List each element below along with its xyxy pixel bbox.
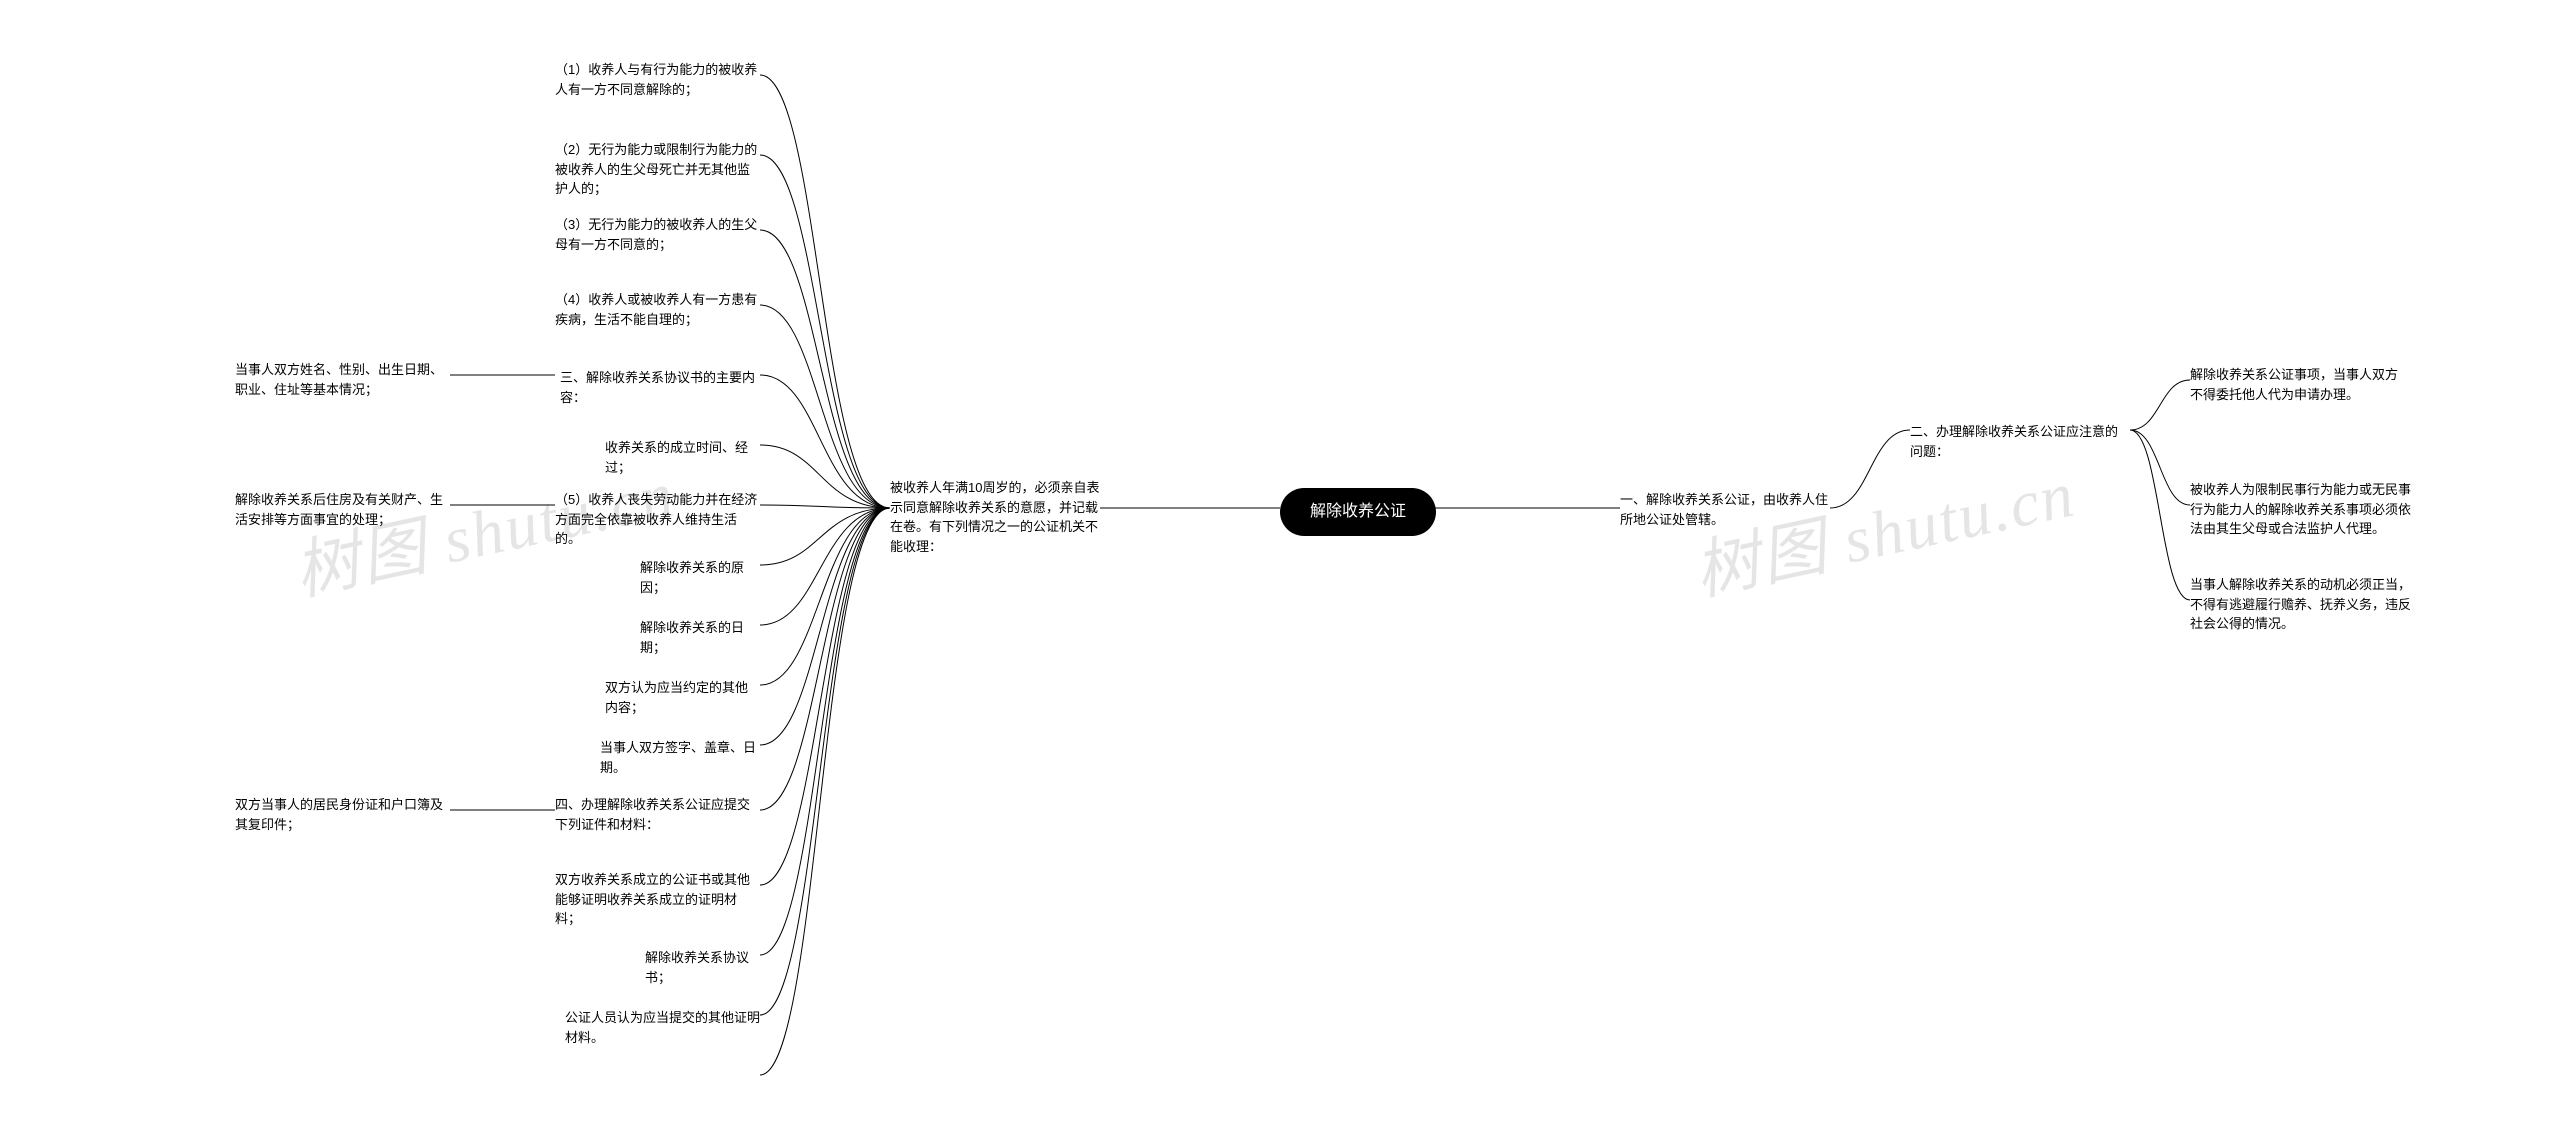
left-l1: 被收养人年满10周岁的，必须亲自表示同意解除收养关系的意愿，并记载在卷。有下列情… [890,478,1100,556]
right-l2-c2: 当事人解除收养关系的动机必须正当，不得有逃避履行赡养、抚养义务，违反社会公得的情… [2190,575,2420,634]
left-l1-c1: （2）无行为能力或限制行为能力的被收养人的生父母死亡并无其他监护人的； [555,140,760,199]
left-s3-header: 三、解除收养关系协议书的主要内容： [560,368,760,407]
left-s3-c3: 解除收养关系后住房及有关财产、生活安排等方面事宜的处理； [235,490,450,529]
left-l1-c3: （4）收养人或被收养人有一方患有疾病，生活不能自理的； [555,290,760,329]
root-node: 解除收养公证 [1280,488,1436,536]
left-s4-c2: 解除收养关系协议书； [645,948,760,987]
left-s3-c4: 解除收养关系的日期； [640,618,760,657]
left-s3-c1: 收养关系的成立时间、经过； [605,438,760,477]
connector-layer [0,0,2560,1122]
right-l2-c0: 解除收养关系公证事项，当事人双方不得委托他人代为申请办理。 [2190,365,2410,404]
left-l1-c2: （3）无行为能力的被收养人的生父母有一方不同意的； [555,215,760,254]
left-s3-c2: 解除收养关系的原因； [640,558,760,597]
left-l1-c4: （5）收养人丧失劳动能力并在经济方面完全依靠被收养人维持生活的。 [555,490,760,549]
left-s3-c5: 双方认为应当约定的其他内容； [605,678,760,717]
left-s4-header: 四、办理解除收养关系公证应提交下列证件和材料： [555,795,760,834]
right-l2: 二、办理解除收养关系公证应注意的问题： [1910,422,2130,461]
right-l1: 一、解除收养关系公证，由收养人住所地公证处管辖。 [1620,490,1830,529]
right-l2-c1: 被收养人为限制民事行为能力或无民事行为能力人的解除收养关系事项必须依法由其生父母… [2190,480,2420,539]
left-l1-c0: （1）收养人与有行为能力的被收养人有一方不同意解除的； [555,60,760,99]
left-s4-c1: 双方收养关系成立的公证书或其他能够证明收养关系成立的证明材料； [555,870,760,929]
left-s4-c3: 公证人员认为应当提交的其他证明材料。 [565,1008,760,1047]
left-s4-c0: 双方当事人的居民身份证和户口簿及其复印件； [235,795,450,834]
left-s3-c0: 当事人双方姓名、性别、出生日期、职业、住址等基本情况； [235,360,450,399]
left-s3-c6: 当事人双方签字、盖章、日期。 [600,738,760,777]
